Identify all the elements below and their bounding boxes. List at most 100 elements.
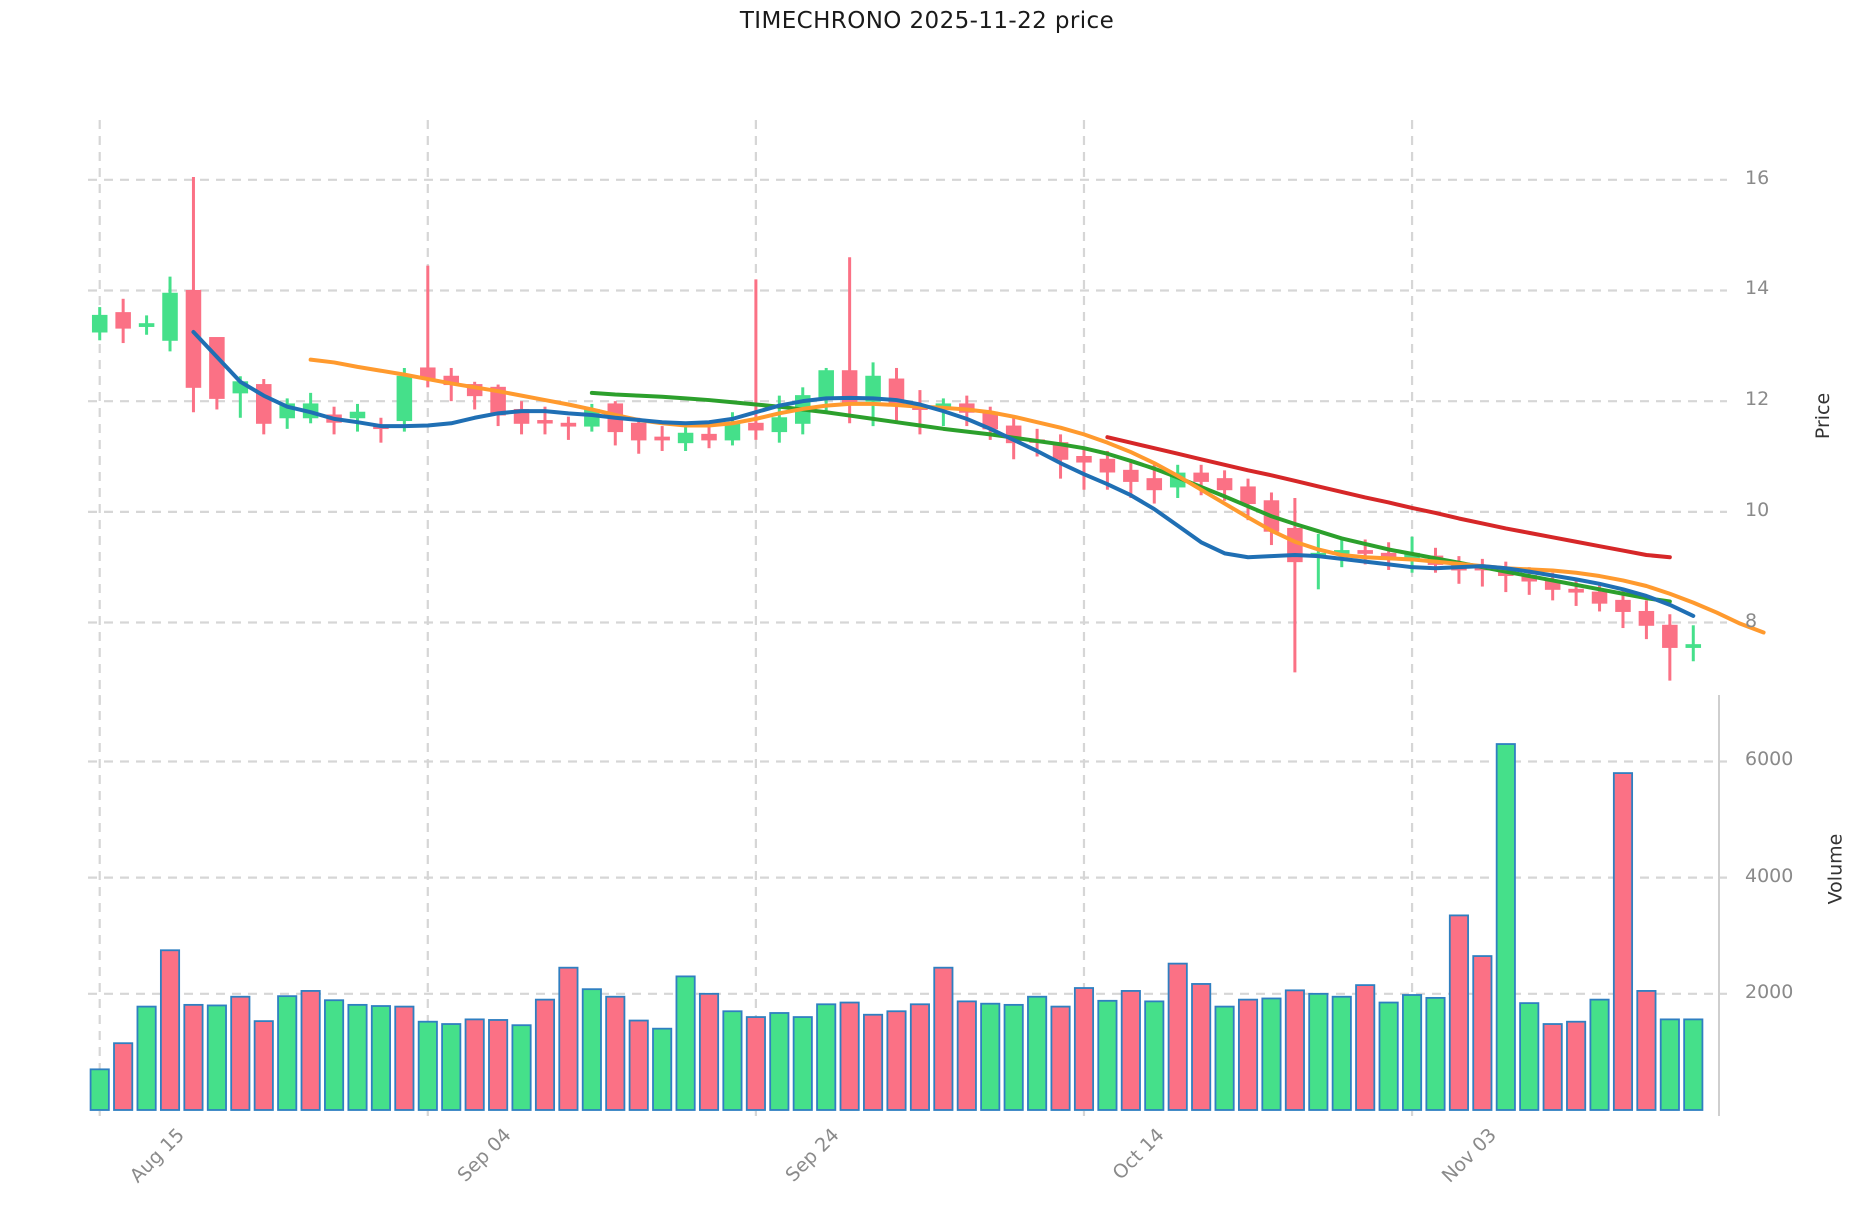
volume-bar: [1355, 984, 1376, 1111]
candle-body: [865, 375, 881, 402]
volume-bar: [1589, 998, 1610, 1111]
volume-bar: [675, 975, 696, 1111]
volume-bar: [933, 966, 954, 1111]
volume-bar: [1097, 999, 1118, 1111]
candle-body: [1240, 486, 1256, 505]
volume-bar: [1378, 1001, 1399, 1111]
volume-bar: [1472, 955, 1493, 1111]
volume-bar: [652, 1027, 673, 1111]
volume-bar: [839, 1001, 860, 1111]
price-axis-title: Price: [1812, 392, 1835, 440]
volume-bar: [1566, 1020, 1587, 1111]
candlestick-series: [91, 177, 1702, 681]
volume-bar: [1120, 990, 1141, 1111]
ma-line-red: [1105, 435, 1672, 560]
volume-bar: [370, 1005, 391, 1111]
ma-line-blue: [191, 329, 1696, 618]
price-tick-label-2: 12: [1745, 388, 1770, 411]
candle-body: [396, 375, 413, 422]
volume-bar: [1519, 1002, 1540, 1111]
candle-body: [818, 370, 834, 399]
volume-bar: [511, 1024, 532, 1111]
volume-bar: [698, 992, 720, 1111]
volume-tick-label-2: 2000: [1745, 980, 1794, 1003]
page-title: TIMECHRONO 2025-11-22 price: [739, 8, 1115, 34]
candle-body: [677, 432, 694, 444]
volume-bar: [1683, 1018, 1704, 1111]
price-tick-label-1: 14: [1745, 277, 1770, 300]
candle-body: [537, 420, 553, 424]
volume-bar: [628, 1019, 649, 1111]
volume-bar: [206, 1004, 227, 1111]
volume-bar: [769, 1012, 790, 1111]
volume-bar: [441, 1023, 462, 1111]
candle-body: [701, 433, 717, 441]
candle-body: [1123, 469, 1139, 482]
volume-bar: [488, 1019, 509, 1111]
candle-body: [209, 337, 225, 399]
volume-bar: [886, 1010, 907, 1111]
candle-body: [162, 292, 178, 341]
candle-body: [138, 323, 155, 327]
volume-bar: [277, 995, 298, 1111]
volume-bar: [722, 1010, 743, 1111]
candle-body: [560, 422, 577, 427]
candle-body: [1615, 599, 1631, 612]
volume-bar: [534, 998, 556, 1111]
candle-body: [1193, 472, 1209, 482]
volume-bar: [1027, 995, 1048, 1111]
candle-body: [1076, 456, 1092, 463]
candle-body: [91, 314, 108, 333]
candle-body: [724, 422, 741, 441]
candle-body: [1685, 644, 1702, 648]
candle-body: [1568, 588, 1584, 593]
candle-body: [1099, 458, 1116, 473]
volume-bar: [1402, 994, 1423, 1111]
candle-body: [349, 411, 366, 419]
volume-bar: [1050, 1005, 1071, 1111]
volume-bar: [956, 1000, 977, 1111]
volume-bar: [253, 1020, 274, 1111]
volume-bar: [980, 1002, 1001, 1111]
volume-tick-label-1: 4000: [1745, 864, 1794, 887]
candle-body: [654, 436, 670, 441]
volume-bar: [394, 1005, 415, 1111]
volume-bar: [1003, 1003, 1024, 1111]
volume-bar: [1191, 983, 1212, 1111]
volume-bar: [1073, 987, 1095, 1111]
volume-bar: [1448, 914, 1469, 1111]
volume-bar: [1167, 962, 1188, 1111]
volume-bar: [1495, 743, 1516, 1111]
candle-body: [1146, 478, 1163, 491]
volume-bar: [1144, 1000, 1165, 1111]
candle-body: [1638, 610, 1655, 626]
volume-bar: [863, 1013, 884, 1111]
price-tick-label-3: 10: [1745, 498, 1770, 521]
volume-bar: [1659, 1018, 1680, 1111]
volume-bar: [89, 1068, 110, 1111]
volume-bar: [1284, 989, 1305, 1111]
volume-axis-title: Volume: [1824, 833, 1847, 904]
volume-bar: [605, 995, 626, 1111]
price-tick-label-0: 16: [1745, 166, 1770, 189]
volume-bar: [558, 966, 579, 1111]
volume-bar: [792, 1016, 813, 1111]
candle-body: [1662, 624, 1678, 648]
volume-bar: [745, 1016, 766, 1111]
price-tick-label-4: 8: [1745, 609, 1758, 632]
candle-body: [1591, 591, 1608, 604]
volume-bar: [464, 1018, 485, 1111]
volume-bar: [1331, 995, 1352, 1111]
volume-bar: [1237, 998, 1259, 1111]
volume-bar: [1612, 772, 1634, 1111]
volume-bar: [417, 1020, 438, 1111]
volume-bar: [1308, 992, 1329, 1111]
volume-bar: [136, 1005, 157, 1111]
candle-body: [1216, 478, 1233, 491]
volume-tick-label-0: 6000: [1745, 748, 1794, 771]
candle-body: [771, 417, 788, 433]
volume-bar: [909, 1003, 930, 1111]
